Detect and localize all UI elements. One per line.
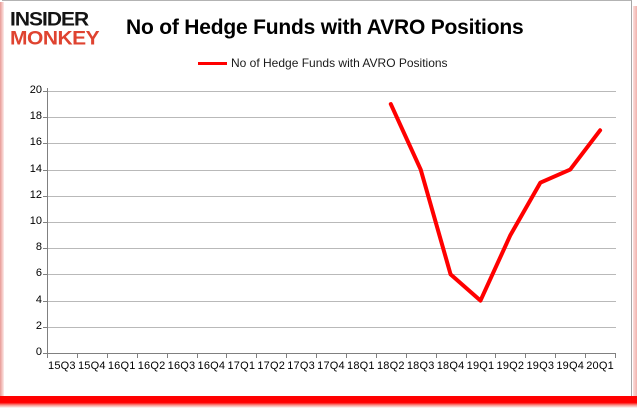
- x-axis-label: 19Q4: [556, 360, 585, 372]
- gridline: [48, 91, 616, 92]
- gridline: [48, 248, 616, 250]
- x-axis-label: 17Q2: [257, 360, 286, 372]
- y-axis-label: 6: [35, 267, 42, 280]
- y-axis-label: 10: [29, 215, 42, 227]
- left-shadow-edge: [0, 2, 4, 402]
- x-axis-label: 20Q1: [586, 360, 614, 372]
- y-axis-label: 2: [35, 319, 42, 332]
- y-axis-label: 8: [35, 241, 42, 254]
- x-axis-tick: [345, 354, 347, 358]
- y-axis-label: 0: [35, 346, 42, 358]
- right-shadow-edge: [633, 6, 637, 406]
- x-axis-tick: [136, 354, 138, 358]
- gridline: [48, 326, 616, 328]
- x-axis-label: 18Q2: [376, 360, 405, 372]
- plot-area: [47, 88, 616, 354]
- x-axis-label: 19Q2: [496, 360, 525, 372]
- y-axis-label: 16: [29, 136, 42, 149]
- x-axis-label: 17Q1: [227, 360, 256, 372]
- y-axis-tick: [43, 300, 48, 302]
- logo-monkey-text: MONKEY: [10, 28, 100, 50]
- y-axis-tick: [43, 195, 48, 197]
- x-axis-label: 15Q3: [48, 360, 76, 372]
- x-axis-label: 18Q3: [406, 360, 435, 372]
- x-axis-tick: [405, 354, 407, 358]
- y-axis-tick: [43, 222, 48, 223]
- bottom-shadow-edge: [0, 396, 637, 408]
- logo-insider-text: INSIDER: [10, 9, 89, 31]
- chart-title: No of Hedge Funds with AVRO Positions: [126, 16, 524, 39]
- y-axis-tick: [43, 143, 48, 145]
- y-axis-label: 18: [29, 110, 42, 123]
- y-axis-tick: [43, 326, 48, 328]
- x-axis-tick: [375, 354, 377, 358]
- gridline: [48, 117, 616, 119]
- y-axis-tick: [43, 353, 48, 354]
- x-axis-label: 17Q4: [317, 360, 345, 372]
- x-axis-label: 18Q1: [347, 360, 375, 372]
- x-axis-tick: [525, 354, 527, 358]
- legend: No of Hedge Funds with AVRO Positions: [198, 55, 448, 71]
- gridline: [48, 274, 616, 276]
- gridline: [48, 169, 616, 171]
- gridline: [48, 300, 616, 302]
- y-axis-tick: [43, 248, 48, 250]
- x-axis-tick: [435, 354, 437, 358]
- x-axis-tick: [196, 354, 198, 358]
- x-axis-label: 16Q3: [167, 360, 196, 372]
- x-axis-label: 19Q1: [466, 360, 495, 372]
- x-axis-label: 18Q4: [436, 360, 465, 372]
- x-axis-label: 15Q4: [77, 360, 106, 372]
- x-axis-tick: [495, 354, 497, 358]
- x-axis-label: 16Q4: [197, 360, 226, 372]
- x-axis-tick: [585, 354, 587, 358]
- x-axis-tick: [316, 354, 318, 358]
- x-axis-label: 16Q2: [137, 360, 166, 372]
- insider-monkey-logo: INSIDER MONKEY: [10, 9, 100, 50]
- legend-label: No of Hedge Funds with AVRO Positions: [231, 56, 448, 70]
- legend-line-marker: [198, 61, 227, 65]
- x-axis-tick: [76, 354, 78, 358]
- y-axis-label: 12: [29, 188, 42, 201]
- x-axis-tick: [256, 354, 258, 358]
- x-axis-tick: [286, 354, 288, 358]
- y-axis-label: 14: [29, 162, 42, 175]
- y-axis-tick: [43, 169, 48, 171]
- x-axis-tick: [226, 354, 228, 358]
- y-axis-label: 4: [35, 293, 42, 306]
- x-axis-tick: [555, 354, 557, 358]
- x-axis-tick: [106, 354, 108, 358]
- x-axis-label: 17Q3: [287, 360, 315, 372]
- gridline: [48, 195, 616, 197]
- x-axis-tick: [47, 354, 48, 358]
- x-axis-label: 16Q1: [107, 360, 136, 372]
- x-axis-tick: [465, 354, 467, 358]
- gridline: [48, 143, 616, 145]
- x-axis-tick: [615, 354, 616, 358]
- x-axis-label: 19Q3: [526, 360, 555, 372]
- gridline: [48, 222, 616, 223]
- y-axis-tick: [43, 91, 48, 92]
- x-axis-tick: [166, 354, 168, 358]
- y-axis-label: 20: [29, 84, 42, 96]
- y-axis-tick: [43, 117, 48, 119]
- y-axis-tick: [43, 274, 48, 276]
